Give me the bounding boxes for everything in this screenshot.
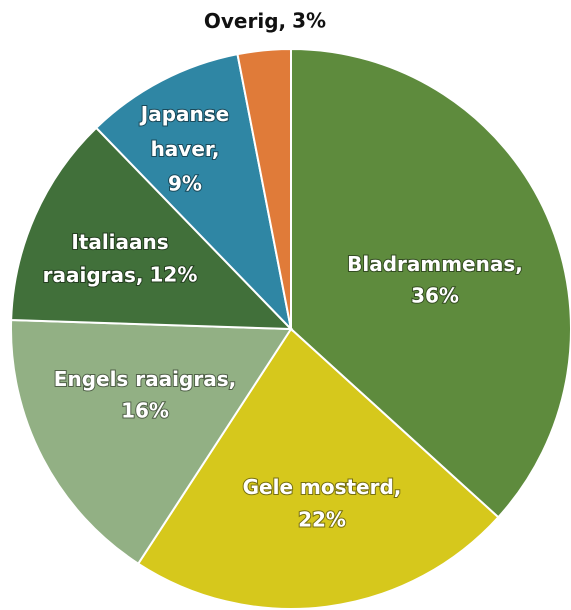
value-label: 12% [150,263,198,287]
slice-label-line: Overig, [204,9,286,33]
slice-label-line: Japanse [139,102,229,126]
slice-label: Engels raaigras, [54,367,236,391]
pie-slice [10,318,293,566]
value-label: 36% [411,284,459,308]
pie-slice [290,47,571,519]
slice-label-line: raaigras, [43,263,144,287]
slice-label: Bladrammenas, [347,252,523,276]
value-label: 22% [298,508,346,532]
slice-label-line: Engels raaigras, [54,367,236,391]
slice-label: Gele mosterd, [243,475,402,499]
value-label: 9% [168,172,202,196]
pie-slice [136,327,500,610]
value-label: 16% [121,399,169,423]
slice-label-line: haver, [151,137,220,161]
slice-label: Italiaans raaigras, [43,230,169,287]
slice-label: Japanse haver, [139,102,229,161]
value-label: 3% [292,9,326,33]
slice-label-line: Italiaans [71,230,168,254]
slice-label-line: Bladrammenas, [347,252,523,276]
slice-label-line: Gele mosterd, [243,475,402,499]
slice-label: Overig, [204,9,286,33]
pie-slice [10,126,294,331]
pie-slice [94,52,293,333]
pie-slice [236,47,292,330]
